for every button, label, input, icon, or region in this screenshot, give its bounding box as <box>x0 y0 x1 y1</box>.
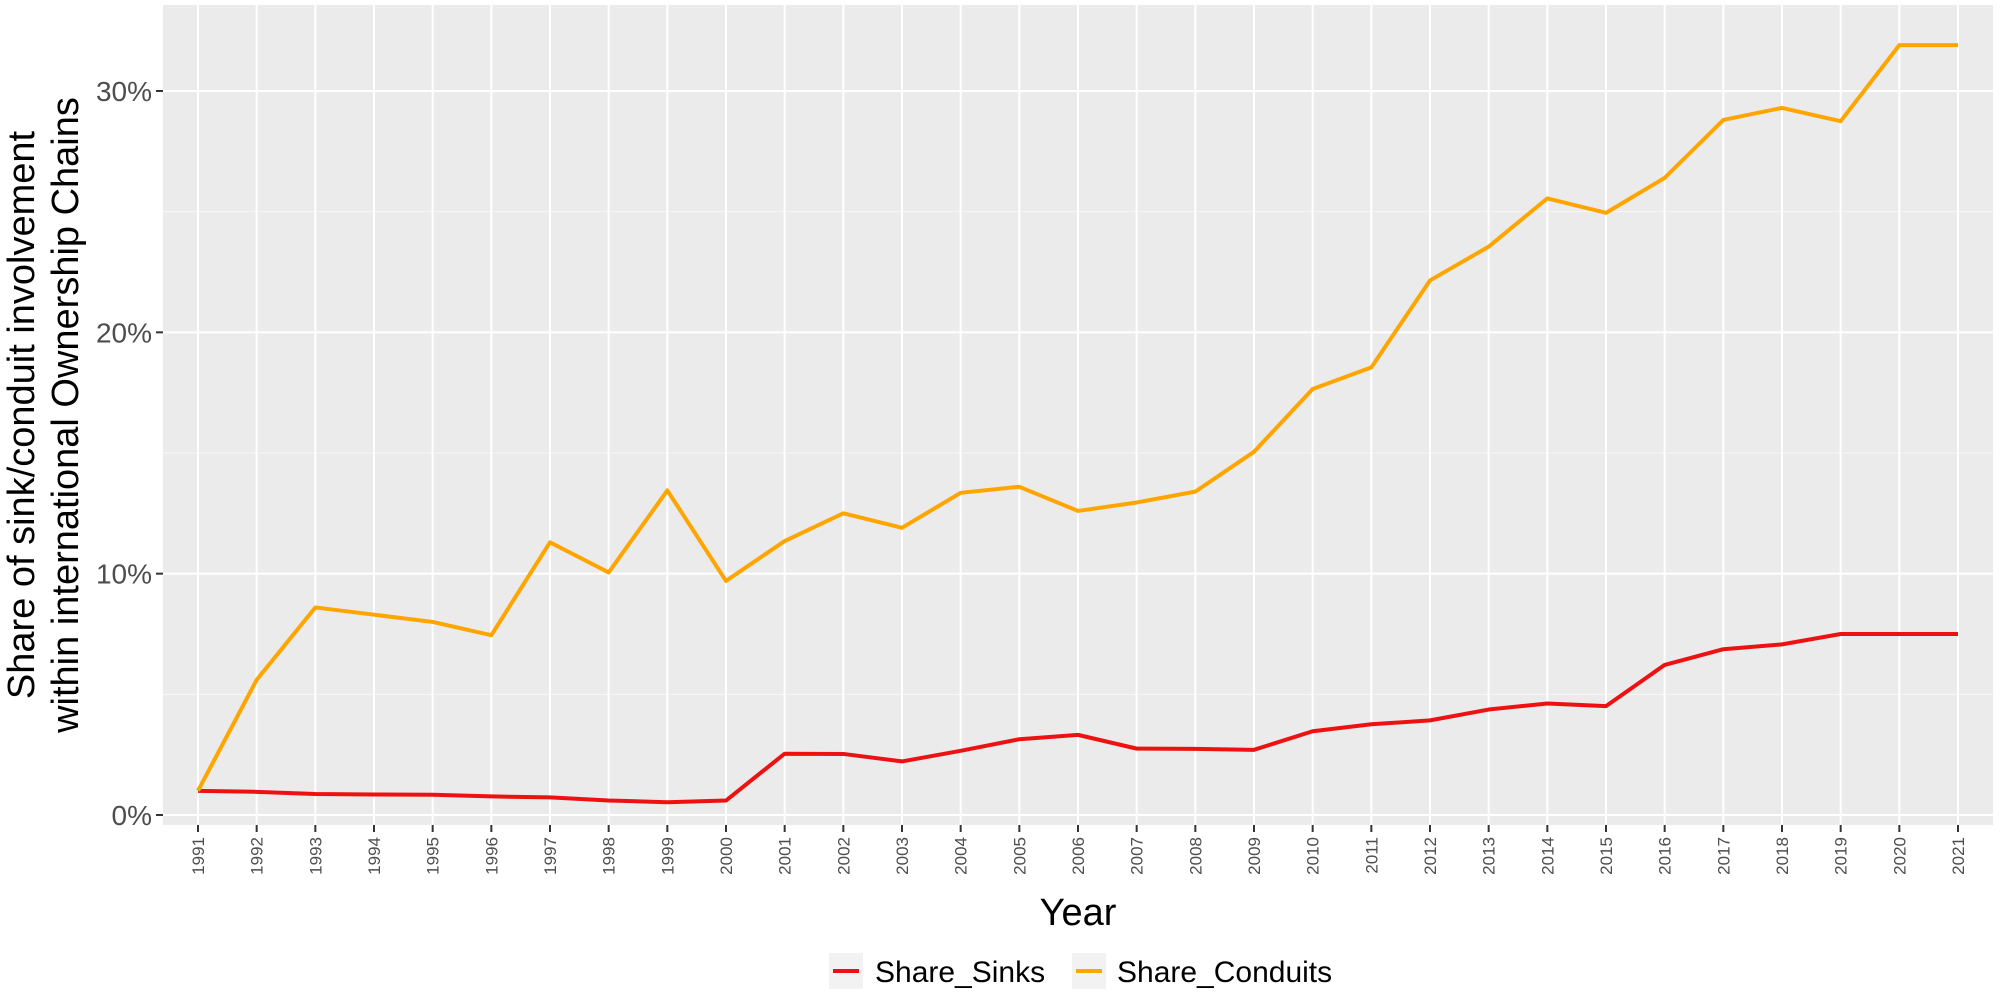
x-tick-label: 1994 <box>365 837 384 875</box>
x-tick-label: 2017 <box>1714 837 1733 875</box>
y-tick-label: 0% <box>112 800 152 831</box>
series-line-share-sinks <box>197 632 1958 805</box>
x-tick-label: 2009 <box>1245 837 1264 875</box>
legend-label-conduits: Share_Conduits <box>1117 956 1332 989</box>
x-tick-label: 2021 <box>1949 837 1968 875</box>
x-axis: 1991 1992 1993 1994 1995 1996 1997 1998 1999 2000… <box>189 825 1968 875</box>
x-tick-label: 2015 <box>1597 837 1616 875</box>
series-line-share-conduits <box>196 43 1958 792</box>
x-tick-label: 2012 <box>1421 837 1440 875</box>
x-tick-label: 2018 <box>1773 837 1792 875</box>
x-tick-label: 2010 <box>1304 837 1323 875</box>
x-tick-label: 2005 <box>1010 837 1029 875</box>
y-axis-title: Share of sink/conduit involvement within… <box>1 97 87 734</box>
x-tick-label: 2007 <box>1128 837 1147 875</box>
y-tick-label: 10% <box>96 559 152 590</box>
x-axis-title: Year <box>1040 892 1117 934</box>
x-tick-label: 2000 <box>717 837 736 875</box>
y-axis: 0% 10% 20% 30% <box>96 76 163 831</box>
y-tick-label: 30% <box>96 76 152 107</box>
grid-layer <box>163 5 1993 825</box>
y-axis-title-line-1: Share of sink/conduit involvement <box>1 130 43 699</box>
x-tick-label: 1991 <box>189 837 208 875</box>
x-tick-label: 2011 <box>1362 837 1381 874</box>
x-tick-label: 2020 <box>1890 837 1909 875</box>
x-tick-label: 2014 <box>1538 837 1557 875</box>
x-tick-label: 2001 <box>776 837 795 875</box>
y-axis-title-line-2: within international Ownership Chains <box>45 97 87 734</box>
x-tick-label: 1998 <box>600 837 619 875</box>
x-tick-label: 2006 <box>1069 837 1088 875</box>
series-layer <box>196 43 1958 805</box>
x-tick-label: 1995 <box>424 837 443 875</box>
x-tick-label: 2008 <box>1186 837 1205 875</box>
x-tick-label: 1992 <box>248 837 267 875</box>
x-tick-label: 1997 <box>541 837 560 875</box>
x-tick-label: 1993 <box>306 837 325 875</box>
legend-label-sinks: Share_Sinks <box>875 956 1045 989</box>
x-tick-label: 2013 <box>1480 837 1499 875</box>
legend: Share_Sinks Share_Conduits <box>829 953 1332 989</box>
y-tick-label: 20% <box>96 317 152 348</box>
x-tick-label: 2016 <box>1656 837 1675 875</box>
x-tick-label: 2019 <box>1832 837 1851 875</box>
x-tick-label: 1999 <box>658 837 677 875</box>
x-tick-label: 2004 <box>952 837 971 875</box>
x-tick-label: 2003 <box>893 837 912 875</box>
x-tick-label: 1996 <box>482 837 501 875</box>
x-tick-label: 2002 <box>834 837 853 875</box>
